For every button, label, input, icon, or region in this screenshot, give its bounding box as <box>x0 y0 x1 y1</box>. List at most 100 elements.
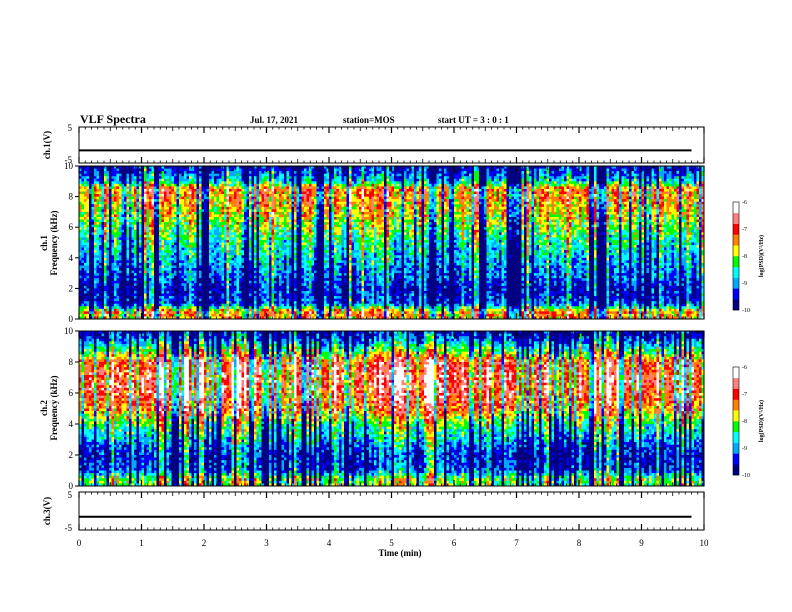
spectrogram-cell <box>119 171 122 175</box>
spectrogram-cell <box>251 222 255 226</box>
spectrogram-cell <box>124 250 127 254</box>
spectrogram-cell <box>234 168 237 172</box>
spectrogram-cell <box>224 260 227 264</box>
spectrogram-cell <box>234 301 237 305</box>
spectrogram-cell <box>234 306 237 310</box>
spectrogram-cell <box>134 201 137 205</box>
spectrogram-cell <box>176 260 180 264</box>
spectrogram-cell <box>101 257 105 261</box>
spectrogram-cell <box>221 191 225 195</box>
spectrogram-cell <box>214 257 217 261</box>
spectrogram-cell <box>144 229 147 233</box>
spectrogram-cell <box>156 247 160 251</box>
spectrogram-cell <box>219 273 222 277</box>
spectrogram-cell <box>249 206 252 210</box>
spectrogram-cell <box>249 311 252 315</box>
spectrogram-cell <box>184 201 187 205</box>
spectrogram-cell <box>211 257 215 261</box>
spectrogram-cell <box>121 257 125 261</box>
spectrogram-cell <box>214 306 217 310</box>
spectrogram-cell <box>126 219 130 223</box>
spectrogram-cell <box>254 186 257 190</box>
spectrogram-cell <box>161 186 165 190</box>
spectrogram-cell <box>156 257 160 261</box>
spectrogram-cell <box>284 247 287 251</box>
spectrogram-cell <box>116 245 120 248</box>
spectrogram-cell <box>184 270 187 274</box>
spectrogram-cell <box>141 239 145 243</box>
spectrogram-cell <box>139 313 142 317</box>
spectrogram-cell <box>279 171 282 175</box>
spectrogram-cell <box>214 191 217 195</box>
spectrogram-cell <box>94 219 97 223</box>
spectrogram-cell <box>279 247 282 251</box>
spectrogram-cell <box>136 311 140 315</box>
spectrogram-cell <box>206 191 210 195</box>
spectrogram-cell <box>189 168 192 172</box>
spectrogram-cell <box>249 173 252 177</box>
spectrogram-cell <box>171 222 175 226</box>
spectrogram-cell <box>154 214 157 218</box>
spectrogram-cell <box>131 245 135 248</box>
spectrogram-cell <box>146 206 150 210</box>
spectrogram-cell <box>151 268 155 271</box>
spectrogram-cell <box>126 273 130 277</box>
spectrogram-cell <box>101 270 105 274</box>
spectrogram-cell <box>266 214 270 218</box>
spectrogram-cell <box>196 191 200 195</box>
spectrogram-cell <box>101 313 105 317</box>
spectrogram-cell <box>214 186 217 190</box>
spectrogram-cell <box>151 232 155 236</box>
spectrogram-cell <box>261 290 265 294</box>
spectrogram-cell <box>271 273 275 277</box>
spectrogram-cell <box>281 262 285 266</box>
spectrogram-cell <box>161 224 165 228</box>
spectrogram-cell <box>204 227 207 231</box>
spectrogram-cell <box>199 250 202 254</box>
spectrogram-cell <box>159 252 162 256</box>
spectrogram-cell <box>146 183 150 187</box>
spectrogram-cell <box>274 298 277 302</box>
spectrogram-cell <box>276 222 280 226</box>
spectrogram-cell <box>159 262 162 266</box>
spectrogram-cell <box>261 313 265 317</box>
spectrogram-cell <box>146 186 150 190</box>
spectrogram-cell <box>221 234 225 238</box>
spectrogram-cell <box>104 183 107 187</box>
spectrogram-cell <box>171 209 175 213</box>
spectrogram-cell <box>126 268 130 271</box>
spectrogram-cell <box>154 270 157 274</box>
spectrogram-cell <box>264 316 267 320</box>
spectrogram-cell <box>94 245 97 248</box>
spectrogram-cell <box>194 234 197 238</box>
spectrogram-cell <box>269 280 272 284</box>
spectrogram-cell <box>89 273 92 277</box>
spectrogram-cell <box>249 209 252 213</box>
spectrogram-cell <box>141 260 145 264</box>
spectrogram-cell <box>219 199 222 203</box>
spectrogram-cell <box>224 206 227 210</box>
spectrogram-cell <box>276 234 280 238</box>
spectrogram-cell <box>169 268 172 271</box>
spectrogram-cell <box>189 176 192 180</box>
spectrogram-cell <box>249 275 252 279</box>
spectrogram-cell <box>229 186 232 190</box>
spectrogram-cell <box>264 204 267 208</box>
spectrogram-cell <box>241 283 245 287</box>
spectrogram-cell <box>251 224 255 228</box>
spectrogram-cell <box>126 275 130 279</box>
spectrogram-cell <box>186 260 190 264</box>
spectrogram-cell <box>101 188 105 192</box>
spectrogram-cell <box>169 188 172 192</box>
spectrogram-cell <box>231 176 235 180</box>
spectrogram-cell <box>251 183 255 187</box>
spectrogram-cell <box>161 168 165 172</box>
spectrogram-cell <box>126 214 130 218</box>
spectrogram-cell <box>209 252 212 256</box>
spectrogram-cell <box>94 196 97 200</box>
spectrogram-cell <box>181 219 185 223</box>
spectrogram-cell <box>211 232 215 236</box>
spectrogram-cell <box>99 199 102 203</box>
spectrogram-cell <box>216 255 220 259</box>
spectrogram-cell <box>146 268 150 271</box>
